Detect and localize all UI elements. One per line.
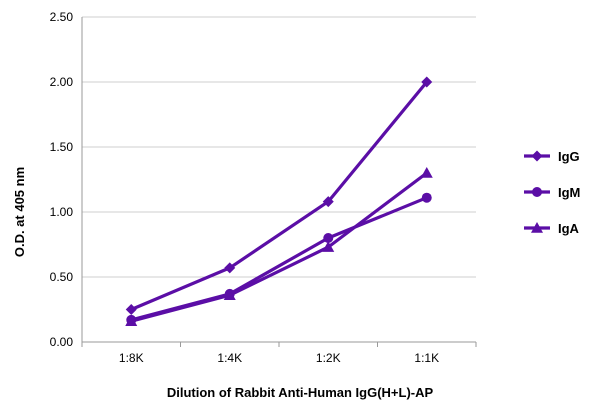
series-line — [130, 171, 428, 323]
data-point — [224, 262, 236, 274]
x-tick-label: 1:4K — [217, 351, 242, 365]
legend: IgG IgM IgA — [524, 149, 580, 236]
x-tick-label: 1:1K — [414, 351, 439, 365]
series-iga — [125, 167, 433, 326]
series-line — [130, 196, 428, 322]
y-tick-label: 2.00 — [50, 75, 74, 89]
y-tick-label: 1.50 — [50, 140, 74, 154]
data-point — [421, 192, 432, 203]
data-point — [322, 196, 334, 208]
series-igm — [126, 192, 432, 325]
legend-marker — [531, 222, 543, 233]
data-point — [420, 167, 433, 178]
x-axis-title: Dilution of Rabbit Anti-Human IgG(H+L)-A… — [167, 385, 434, 400]
data-point — [322, 241, 335, 252]
data-point — [323, 233, 334, 243]
x-tick-label: 1:2K — [316, 351, 341, 365]
data-point — [125, 304, 137, 315]
x-tick-label: 1:8K — [119, 351, 144, 365]
series-igg — [125, 76, 433, 315]
y-tick-label: 0.50 — [50, 270, 74, 284]
y-tick-label: 1.00 — [50, 205, 74, 219]
legend-label: IgG — [558, 149, 580, 164]
axes: 0.00 0.50 1.00 1.50 2.00 2.50 1:8K 1:4K 1:2K 1:1K — [50, 10, 477, 365]
y-tick-label: 0.00 — [50, 335, 74, 349]
legend-label: IgM — [558, 185, 580, 200]
legend-marker — [531, 150, 543, 162]
legend-item-igm: IgM — [524, 185, 580, 200]
y-tick-label: 2.50 — [50, 10, 74, 24]
legend-label: IgA — [558, 221, 580, 236]
data-point — [223, 289, 236, 300]
y-axis-title: O.D. at 405 nm — [12, 167, 27, 257]
data-point — [125, 315, 138, 326]
series-group — [125, 76, 433, 326]
series-line — [130, 80, 428, 311]
legend-marker — [532, 187, 542, 197]
data-point — [421, 76, 433, 88]
legend-item-igg: IgG — [524, 149, 580, 164]
legend-item-iga: IgA — [524, 221, 580, 236]
